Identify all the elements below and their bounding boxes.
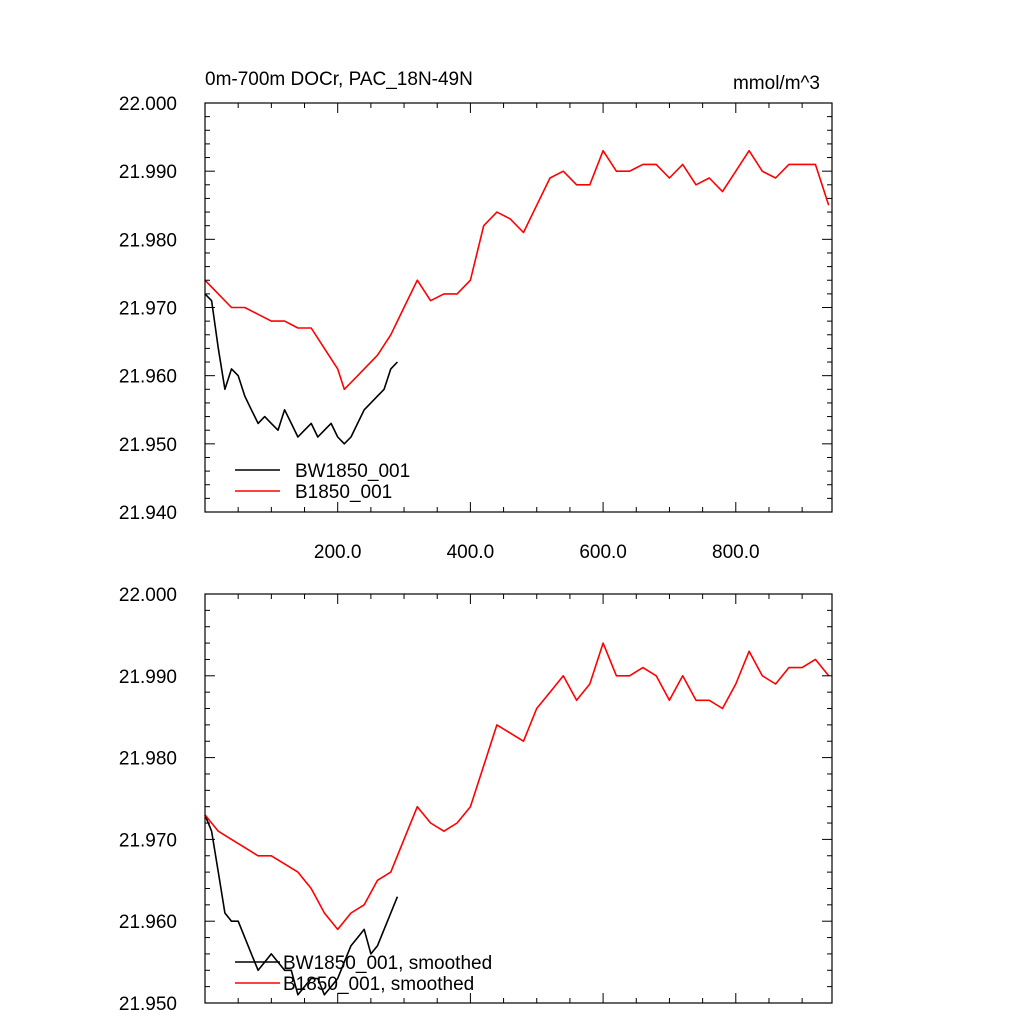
legend-label: B1850_001: [295, 482, 392, 503]
chart-title: 0m-700m DOCr, PAC_18N-49N: [205, 69, 473, 90]
y-tick-label: 21.970: [119, 830, 177, 851]
units-label: mmol/m^3: [733, 73, 820, 94]
plot-frame: [204, 593, 833, 1004]
legend-label: BW1850_001: [295, 461, 410, 482]
x-tick-label: 800.0: [712, 542, 760, 563]
bottom-panel: 21.950 21.960 21.970 21.980 21.990 22.000 BW18…: [119, 585, 833, 1015]
y-tick-label: 21.960: [119, 367, 177, 388]
x-tick-label: 400.0: [447, 542, 495, 563]
y-tick-label: 22.000: [119, 585, 177, 606]
y-tick-label: 21.980: [119, 230, 177, 251]
top-panel: 21.940 21.950 21.960 21.970 21.980 21.990 22.0…: [119, 69, 833, 563]
y-tick-label: 21.960: [119, 912, 177, 933]
y-tick-label: 22.000: [119, 94, 177, 115]
series-line-bw1850-001-smoothed: [204, 814, 399, 996]
y-tick-label: 21.950: [119, 994, 177, 1015]
y-tick-label: 21.990: [119, 162, 177, 183]
legend-label: B1850_001, smoothed: [283, 974, 474, 995]
y-tick-label: 21.990: [119, 667, 177, 688]
series-line-b1850-001: [204, 149, 830, 391]
legend-label: BW1850_001, smoothed: [283, 953, 492, 974]
y-tick-label: 21.940: [119, 503, 177, 524]
x-tick-label: 200.0: [314, 542, 362, 563]
y-tick-label: 21.970: [119, 299, 177, 320]
series-line-b1850-001-smoothed: [204, 642, 830, 931]
x-tick-label: 600.0: [579, 542, 627, 563]
plot-frame: [204, 102, 833, 513]
series-line-bw1850-001: [204, 293, 398, 445]
y-tick-label: 21.980: [119, 749, 177, 770]
y-tick-label: 21.950: [119, 435, 177, 456]
